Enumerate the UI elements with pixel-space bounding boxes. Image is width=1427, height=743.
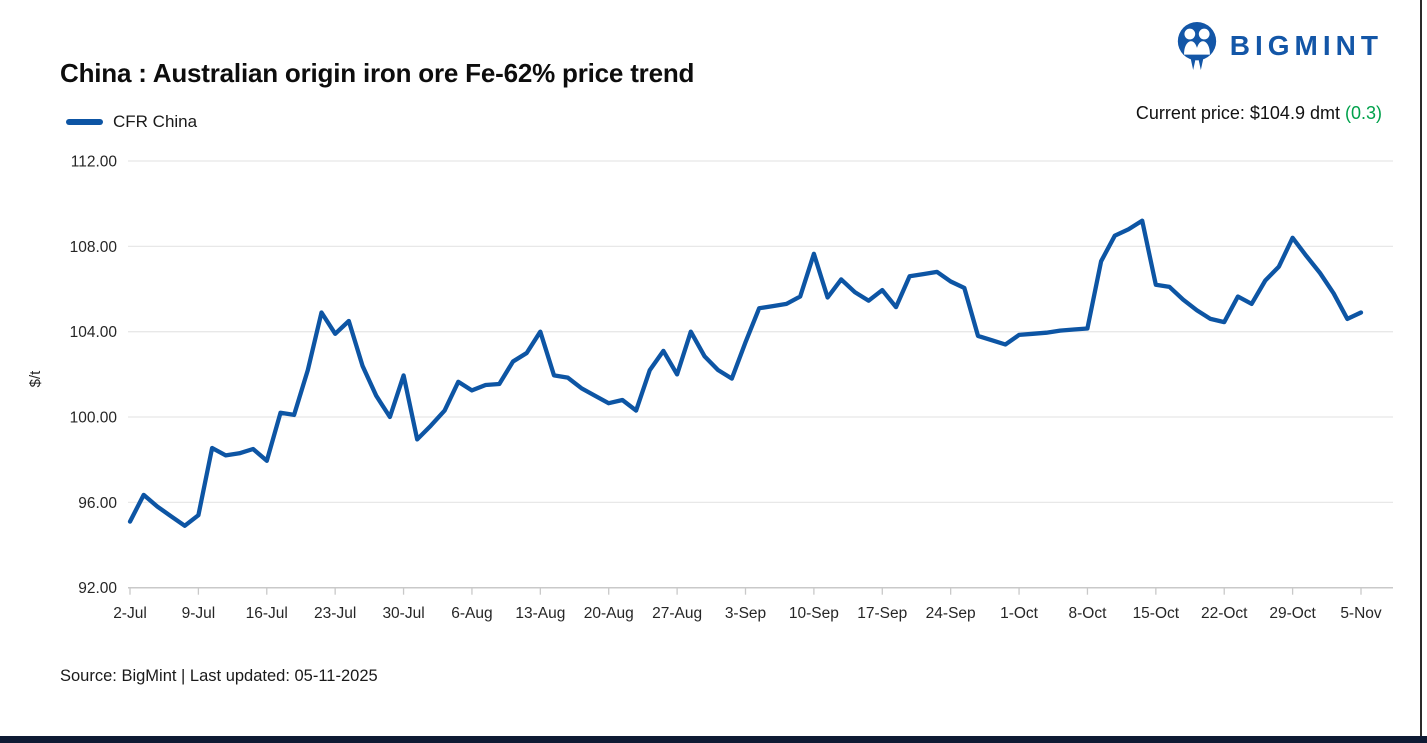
current-price-text: Current price: $104.9 dmt bbox=[1135, 103, 1340, 123]
y-tick-label: 100.00 bbox=[70, 410, 118, 427]
legend-label: CFR China bbox=[113, 112, 198, 131]
x-tick-label: 30-Jul bbox=[382, 605, 424, 622]
window-edge-line bbox=[1420, 0, 1422, 743]
cfr-china-price-line bbox=[127, 218, 1364, 528]
y-tick-label: 112.00 bbox=[71, 154, 118, 171]
x-tick-label: 15-Oct bbox=[1133, 605, 1180, 622]
source-note: Source: BigMint | Last updated: 05-11-20… bbox=[60, 667, 378, 685]
x-tick-label: 16-Jul bbox=[246, 605, 288, 622]
y-tick-label: 108.00 bbox=[70, 239, 118, 256]
x-tick-label: 29-Oct bbox=[1269, 605, 1316, 622]
x-tick-label: 23-Jul bbox=[314, 605, 356, 622]
y-tick-label: 96.00 bbox=[78, 495, 117, 512]
bigmint-logo-text: BIGMINT bbox=[1229, 30, 1383, 61]
x-tick-label: 10-Sep bbox=[789, 605, 839, 622]
x-tick-label: 22-Oct bbox=[1201, 605, 1248, 622]
x-tick-label: 5-Nov bbox=[1340, 605, 1382, 622]
bigmint-logo-icon bbox=[1174, 20, 1220, 72]
x-tick-label: 17-Sep bbox=[857, 605, 907, 622]
bigmint-logo: BIGMINT bbox=[1174, 20, 1383, 72]
y-tick-label: 104.00 bbox=[70, 324, 118, 341]
bottom-accent-bar bbox=[0, 736, 1427, 743]
x-tick-label: 3-Sep bbox=[725, 605, 766, 622]
legend: CFR China bbox=[66, 112, 197, 132]
current-price: Current price: $104.9 dmt (0.3) bbox=[1136, 103, 1382, 124]
x-tick-label: 13-Aug bbox=[515, 605, 565, 622]
price-line-chart: 112.00 108.00 104.00 100.00 96.00 92.00 2-Jul 9… bbox=[27, 154, 1393, 622]
page-title: China : Australian origin iron ore Fe-62… bbox=[60, 58, 695, 88]
legend-line-swatch bbox=[66, 119, 103, 125]
x-tick-label: 9-Jul bbox=[182, 605, 216, 622]
x-tick-label: 24-Sep bbox=[926, 605, 976, 622]
x-tick-label: 8-Oct bbox=[1068, 605, 1107, 622]
current-price-change: (0.3) bbox=[1344, 103, 1382, 123]
x-tick-label: 6-Aug bbox=[451, 605, 492, 622]
y-tick-label: 92.00 bbox=[78, 580, 117, 597]
x-tick-label: 2-Jul bbox=[113, 605, 147, 622]
x-tick-label: 27-Aug bbox=[652, 605, 702, 622]
x-tick-label: 1-Oct bbox=[1000, 605, 1039, 622]
x-tick-label: 20-Aug bbox=[584, 605, 634, 622]
y-axis-title: $/t bbox=[27, 370, 44, 388]
